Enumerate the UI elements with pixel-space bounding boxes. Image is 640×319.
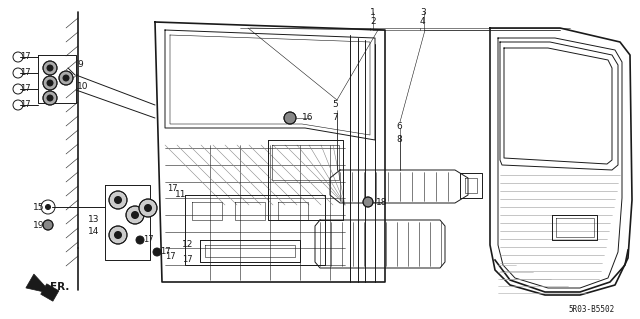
Circle shape [136,236,144,244]
Circle shape [45,204,51,210]
Text: 2: 2 [370,17,376,26]
Circle shape [43,76,57,90]
Circle shape [115,232,122,239]
Text: 5: 5 [332,100,338,109]
Text: 15: 15 [33,203,45,212]
Text: FR.: FR. [50,282,69,292]
Text: 14: 14 [88,227,99,236]
Circle shape [109,191,127,209]
Text: 1: 1 [370,8,376,17]
Circle shape [43,91,57,105]
Circle shape [63,75,69,81]
Circle shape [153,248,161,256]
Circle shape [126,206,144,224]
Circle shape [145,204,152,211]
Circle shape [284,112,296,124]
Text: 9: 9 [77,60,83,69]
Text: 17: 17 [160,247,170,256]
Circle shape [47,95,53,101]
Text: 17: 17 [143,235,154,244]
Circle shape [43,61,57,75]
Circle shape [139,199,157,217]
Circle shape [59,71,73,85]
Text: 11: 11 [175,190,186,199]
Text: 18: 18 [376,198,387,207]
Text: 17: 17 [20,100,30,109]
Circle shape [109,226,127,244]
Text: 17: 17 [20,84,30,93]
Text: 13: 13 [88,215,99,224]
Text: 10: 10 [77,82,88,91]
Text: 7: 7 [332,113,338,122]
Text: 5R03-B5502: 5R03-B5502 [568,305,614,314]
Polygon shape [26,274,59,301]
Text: 3: 3 [420,8,426,17]
Circle shape [43,220,53,230]
Circle shape [47,80,53,86]
Text: 17: 17 [182,255,193,264]
Circle shape [47,65,53,71]
Text: 17: 17 [167,184,178,193]
Circle shape [363,197,373,207]
Text: 17: 17 [20,68,30,77]
Text: 19: 19 [33,221,45,230]
Text: 6: 6 [396,122,402,131]
Text: 17: 17 [165,252,175,261]
Text: 16: 16 [302,113,314,122]
Text: 4: 4 [420,17,426,26]
Circle shape [131,211,138,219]
Text: 8: 8 [396,135,402,144]
Text: 17: 17 [20,52,30,61]
Circle shape [115,197,122,204]
Text: 12: 12 [182,240,193,249]
